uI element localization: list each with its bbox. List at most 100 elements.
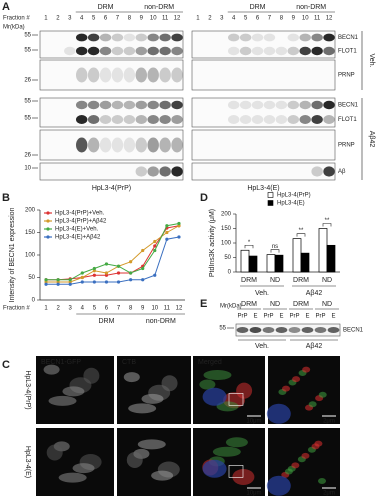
data-point xyxy=(80,280,84,284)
data-point xyxy=(44,282,48,286)
mw-marker: 55 xyxy=(24,116,31,122)
data-point xyxy=(116,271,121,275)
blot-band xyxy=(87,33,100,42)
mr-label: Mr(kDa) xyxy=(3,25,25,31)
fraction-label: DRM xyxy=(241,301,257,308)
blot-band xyxy=(327,327,340,333)
y-tick-label: 100 xyxy=(221,241,232,247)
blot-band xyxy=(251,100,264,110)
region-label: DRM xyxy=(250,4,266,11)
panel-label: B xyxy=(2,192,10,204)
data-point xyxy=(104,280,109,284)
blot-band xyxy=(99,33,112,42)
panel-label: C xyxy=(2,359,10,371)
mw-marker: 55 xyxy=(219,326,226,332)
blot-band xyxy=(159,46,171,56)
y-tick-label: 200 xyxy=(25,208,36,214)
blot-band xyxy=(301,327,314,333)
cell-signal xyxy=(236,382,253,399)
legend-label: HpL3-4(PrP) xyxy=(277,193,311,199)
blot-band xyxy=(251,46,264,56)
cell-signal xyxy=(301,452,310,459)
cell-signal xyxy=(123,372,140,383)
group-label: Veh. xyxy=(368,53,375,67)
y-axis-label: Intensity of BECN1 expression xyxy=(9,207,16,302)
blot-band xyxy=(123,115,136,124)
blot-band xyxy=(123,46,136,56)
fraction-number: 1 xyxy=(196,16,200,22)
data-point xyxy=(141,266,145,271)
cell-signal xyxy=(292,376,301,383)
data-point xyxy=(129,260,133,264)
mw-marker: 10 xyxy=(24,166,31,172)
data-point xyxy=(141,278,145,282)
cell-signal xyxy=(199,379,216,390)
cell-signal xyxy=(43,364,60,375)
blot-band xyxy=(171,46,183,56)
blot-band xyxy=(171,33,183,42)
blot-band xyxy=(239,33,252,42)
legend-marker xyxy=(46,211,50,215)
protein-label: FLOT1 xyxy=(338,49,357,55)
cell-signal xyxy=(141,393,164,404)
bar xyxy=(248,255,258,273)
protein-label: BECN1 xyxy=(343,328,364,334)
blot-band xyxy=(135,137,148,153)
data-point xyxy=(56,282,60,286)
blot-band xyxy=(262,327,275,333)
blot-band xyxy=(227,46,240,56)
region-label: non-DRM xyxy=(296,4,326,11)
cell-signal xyxy=(126,451,143,468)
bar xyxy=(274,254,284,273)
blot-band xyxy=(287,33,300,42)
blot-band xyxy=(123,137,136,153)
blot-band xyxy=(288,327,301,333)
blot-panel xyxy=(191,129,336,161)
blot-band xyxy=(87,137,100,153)
cell-signal xyxy=(308,401,317,408)
mr-label: Mr(kDa) xyxy=(220,304,242,310)
blot-band xyxy=(75,115,88,124)
data-point xyxy=(68,280,72,284)
blot-band xyxy=(111,100,124,110)
zoom-box xyxy=(228,465,244,478)
fraction-number: 12 xyxy=(326,16,333,22)
significance-label: * xyxy=(248,240,251,246)
x-tick-label: 3 xyxy=(69,306,73,312)
blot-band xyxy=(111,33,124,42)
x-tick-label: 12 xyxy=(176,306,183,312)
cell-signal xyxy=(318,478,326,485)
data-point xyxy=(177,235,181,239)
cell-label: HpL3-4(PrP) xyxy=(92,185,131,192)
blot-panel xyxy=(39,59,184,91)
cell-label: E xyxy=(279,314,283,320)
column-label: Merged xyxy=(198,359,222,366)
fraction-number: 8 xyxy=(128,16,132,22)
data-point xyxy=(153,244,157,248)
significance-bracket xyxy=(296,233,306,237)
group-label: Veh. xyxy=(255,290,269,297)
legend-label: HpL3-4(E)+Aβ42 xyxy=(55,235,101,241)
legend-label: HpL3-4(PrP)+Veh. xyxy=(55,211,105,217)
cell-label: E xyxy=(305,314,309,320)
scale-label: 10μm xyxy=(246,419,261,425)
blot-panel xyxy=(191,97,336,128)
cell-signal xyxy=(137,439,166,450)
blot-band xyxy=(323,33,335,42)
blot-band xyxy=(299,33,311,42)
data-point xyxy=(129,278,133,282)
y-tick-label: 150 xyxy=(25,230,36,236)
y-tick-label: 50 xyxy=(224,255,231,261)
protein-label: Aβ xyxy=(338,169,346,175)
x-tick-label: 11 xyxy=(164,306,171,312)
cell-label: PrP xyxy=(237,314,247,320)
significance-bracket xyxy=(244,244,254,249)
row-label: HpL3-4(E) xyxy=(24,446,31,478)
significance-bracket xyxy=(322,223,332,227)
scale-label: 2μm xyxy=(323,491,335,497)
blot-band xyxy=(287,115,300,124)
cell-signal xyxy=(212,446,241,457)
blot-band xyxy=(99,46,112,56)
blot-band xyxy=(227,100,240,110)
x-tick-label: 4 xyxy=(81,306,85,312)
